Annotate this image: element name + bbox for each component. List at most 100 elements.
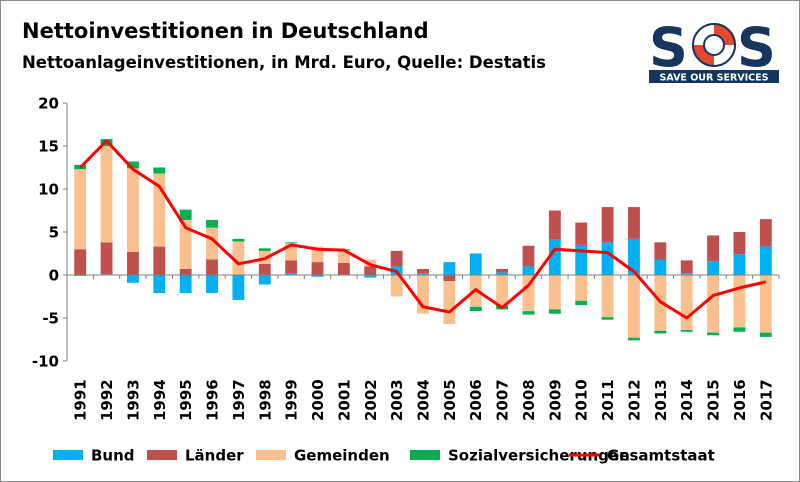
bar-gemeinden-1992: [100, 146, 113, 243]
bar-sozialversicherungen-2009: [548, 309, 561, 314]
x-tick-label: 2006: [467, 379, 485, 421]
bar-sozialversicherungen-1994: [153, 167, 166, 174]
bar-bund-2014: [680, 273, 693, 275]
logo-letter-s2: S: [737, 19, 776, 79]
bar-länder-2015: [707, 235, 720, 262]
legend-item-gemeinden: Gemeinden: [256, 447, 390, 465]
chart-title: Nettoinvestitionen in Deutschland: [22, 19, 429, 43]
logo-letter-s1: S: [649, 19, 688, 79]
bar-länder-1995: [179, 268, 192, 275]
bar-länder-2012: [628, 207, 640, 239]
bar-bund-1998: [258, 275, 271, 285]
bar-bund-1997: [232, 275, 245, 300]
y-tick-label: 10: [38, 181, 59, 199]
bar-sozialversicherungen-2017: [759, 332, 772, 337]
bar-gemeinden-2002: [364, 259, 377, 267]
bar-länder-2005: [443, 275, 456, 282]
y-tick-labels: 20 15 10 5 0 -5 -10: [32, 95, 59, 371]
bar-gemeinden-2009: [548, 275, 561, 310]
bar-sozialversicherungen-2016: [733, 327, 746, 332]
legend-item-länder: Länder: [147, 447, 244, 465]
bar-sozialversicherungen-1993: [126, 161, 139, 169]
x-tick-label: 2011: [599, 379, 617, 421]
bar-bund-2006: [469, 253, 482, 275]
bar-länder-1999: [285, 260, 298, 274]
x-tick-label: 2014: [678, 379, 696, 421]
bar-gemeinden-2015: [707, 275, 720, 333]
legend-item-bund: Bund: [53, 447, 135, 465]
x-tick-label: 2013: [652, 379, 670, 421]
x-tick-label: 2001: [335, 379, 353, 421]
chart-subtitle: Nettoanlageinvestitionen, in Mrd. Euro, …: [22, 53, 547, 72]
x-tick-label: 2012: [625, 379, 643, 421]
bar-bund-2010: [575, 244, 588, 275]
bar-sozialversicherungen-2011: [601, 317, 614, 320]
bar-länder-1992: [100, 242, 113, 275]
x-tick-label: 1998: [256, 379, 274, 421]
logo-tagline-band: [649, 70, 779, 83]
bar-gemeinden-2008: [522, 275, 535, 312]
bar-länder-2008: [522, 245, 535, 267]
x-tick-label: 1997: [230, 379, 248, 421]
bar-länder-2014: [680, 260, 693, 274]
bar-länder-2003: [390, 250, 403, 267]
bar-länder-2016: [733, 232, 746, 255]
bar-sozialversicherungen-2008: [522, 311, 535, 315]
bar-sozialversicherungen-2015: [707, 332, 720, 336]
bar-gemeinden-2011: [601, 275, 614, 318]
axes-layer: [63, 102, 780, 362]
x-tick-label: 2005: [441, 379, 459, 421]
x-tick-label: 1995: [177, 379, 195, 421]
bar-bund-1994: [153, 275, 166, 294]
bar-länder-2017: [759, 219, 772, 247]
y-tick-label: 0: [49, 267, 59, 285]
line-gesamtstaat: [79, 139, 767, 320]
bar-sozialversicherungen-2014: [680, 330, 693, 332]
x-tick-label: 2003: [388, 379, 406, 421]
bar-länder-1996: [206, 259, 218, 275]
y-tick-label: 20: [38, 95, 59, 113]
x-tick-label: 2008: [520, 379, 538, 421]
x-tick-label: 2010: [573, 379, 591, 421]
bar-gemeinden-1996: [206, 227, 218, 260]
bar-bund-1999: [285, 273, 298, 275]
bar-gemeinden-2000: [311, 246, 324, 263]
bar-sozialversicherungen-2012: [628, 337, 640, 341]
bar-gemeinden-2001: [337, 250, 350, 263]
line-layer: [79, 139, 767, 320]
bar-bund-2005: [443, 262, 456, 275]
legend-label: Sozialversicherungen: [448, 447, 630, 465]
x-tick-labels: 1991 1992 1993 1994 1995 1996 1997 1998 1999 2000…: [72, 379, 776, 421]
bar-länder-2011: [601, 207, 614, 243]
y-tick-label: -5: [42, 310, 59, 328]
bar-sozialversicherungen-1998: [258, 248, 271, 251]
bar-gemeinden-2014: [680, 275, 693, 331]
bar-länder-1991: [74, 249, 87, 275]
bar-gemeinden-2005: [443, 281, 456, 325]
bar-bund-2004: [417, 273, 429, 275]
bar-bund-1993: [126, 275, 139, 283]
bar-bund-2015: [707, 261, 720, 275]
bar-bund-1995: [179, 275, 192, 294]
legend-swatch: [256, 450, 286, 460]
x-tick-label: 1996: [204, 379, 222, 421]
x-tick-label: 2015: [705, 379, 723, 421]
x-tick-label: 2016: [731, 379, 749, 421]
bar-bund-2009: [548, 239, 561, 275]
x-tick-label: 1993: [124, 379, 142, 421]
bar-gemeinden-1993: [126, 168, 139, 252]
bar-gemeinden-2016: [733, 275, 746, 328]
bar-sozialversicherungen-1995: [179, 209, 192, 220]
bar-bund-2011: [601, 242, 614, 275]
bar-gemeinden-1999: [285, 243, 298, 261]
logo-tagline: SAVE OUR SERVICES: [660, 73, 769, 84]
bar-gemeinden-1994: [153, 173, 166, 247]
legend-swatch: [410, 450, 440, 460]
legend-label: Gemeinden: [294, 447, 390, 465]
bar-gemeinden-2010: [575, 275, 588, 301]
bar-sozialversicherungen-2013: [654, 330, 667, 334]
y-tick-label: 5: [49, 224, 59, 242]
x-tick-label: 2017: [757, 379, 775, 421]
bar-bund-2007: [496, 272, 509, 275]
